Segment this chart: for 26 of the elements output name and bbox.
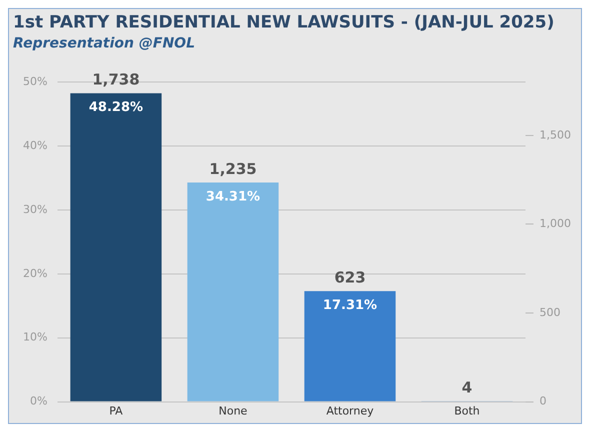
y-tick-label: 50%: [22, 75, 48, 88]
bar: [70, 93, 162, 402]
y-tick-label: 20%: [22, 266, 48, 280]
data-label: 623: [334, 268, 366, 287]
chart-title: 1st PARTY RESIDENTIAL NEW LAWSUITS - (JAN-JUL 2025): [13, 12, 554, 33]
x-tick-label: Both: [454, 404, 480, 418]
data-label: 1,235: [209, 160, 257, 178]
x-tick-label: Attorney: [326, 404, 374, 418]
data-label: 1,738: [92, 70, 140, 89]
annotation: 48.28%: [88, 100, 144, 116]
y2-tick-label: 500: [540, 306, 561, 319]
y-tick-label: 10%: [22, 330, 48, 344]
y2-tick-label: 1,000: [540, 217, 572, 230]
y-tick-label: 0%: [30, 394, 48, 408]
annotation: 17.31%: [322, 298, 378, 314]
y2-tick-label: 0: [540, 394, 547, 408]
annotation: 34.31%: [206, 189, 260, 204]
chart-subtitle: Representation @FNOL: [13, 35, 195, 52]
x-tick-label: PA: [109, 404, 124, 418]
x-tick-label: None: [218, 404, 248, 418]
y-tick-label: 30%: [22, 202, 48, 216]
bar: [187, 182, 279, 402]
y-tick-label: 40%: [22, 138, 48, 152]
data-label: 4: [462, 378, 472, 396]
y2-tick-label: 1,500: [540, 128, 572, 142]
bar: [304, 291, 396, 402]
